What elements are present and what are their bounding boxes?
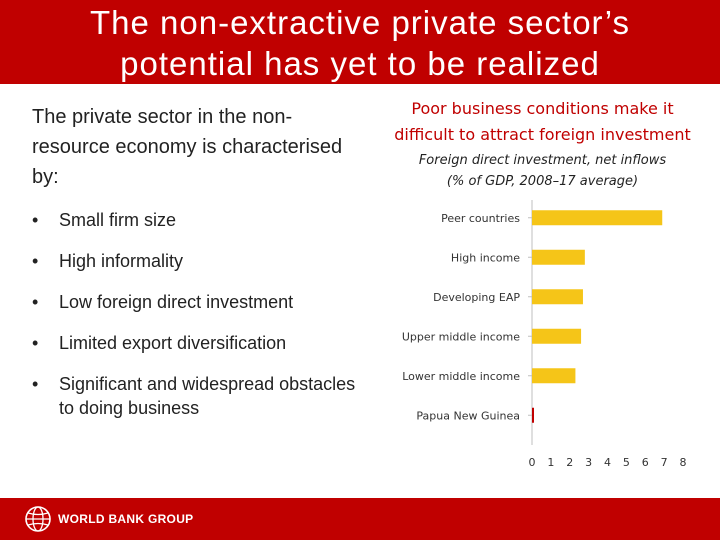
bullet-text: Limited export diversification (59, 333, 287, 353)
x-tick-label: 6 (642, 456, 649, 469)
chart-subtitle-line-1: Foreign direct investment, net inflows (418, 153, 667, 168)
bar (532, 289, 583, 305)
x-tick-label: 0 (529, 456, 536, 469)
bullet-item: • Limited export diversification (32, 331, 362, 355)
chart-heading: Poor business conditions make it difficu… (370, 96, 715, 148)
x-tick-label: 7 (661, 456, 668, 469)
x-tick-label: 2 (566, 456, 573, 469)
x-tick-label: 3 (585, 456, 592, 469)
bullet-text: Low foreign direct investment (59, 292, 294, 312)
bullet-dot: • (32, 210, 39, 230)
bullet-text: Small firm size (59, 210, 177, 230)
category-label: Peer countries (441, 212, 520, 225)
bullet-dot: • (32, 374, 39, 394)
fdi-bar-chart: Peer countries High income Developing EAP U… (402, 200, 687, 469)
bar (532, 407, 534, 423)
footer-bar: WORLD BANK GROUP (0, 498, 720, 540)
world-bank-logo: WORLD BANK GROUP (24, 504, 193, 534)
intro-text: The private sector in the non-resource e… (32, 106, 343, 188)
slide-title-line-1: The non-extractive private sector’s (89, 4, 630, 41)
slide-title-line-2: potential has yet to be realized (120, 45, 600, 82)
chart-header: Poor business conditions make it difficu… (370, 96, 715, 192)
category-label: Developing EAP (433, 291, 520, 304)
bullet-text: High informality (59, 251, 184, 271)
bar (532, 249, 585, 265)
bullet-item: • Low foreign direct investment (32, 290, 362, 314)
bar (532, 368, 576, 384)
x-tick-label: 4 (604, 456, 611, 469)
bullet-dot: • (32, 251, 39, 271)
left-column: The private sector in the non-resource e… (32, 102, 362, 437)
bullet-list: • Small firm size • High informality • Low … (32, 208, 362, 420)
bullet-item: • High informality (32, 249, 362, 273)
chart-subtitle-line-2: (% of GDP, 2008–17 average) (446, 174, 639, 189)
category-label: Papua New Guinea (416, 409, 520, 422)
bullet-item: • Significant and widespread obstacles to… (32, 372, 362, 420)
bullet-dot: • (32, 333, 39, 353)
category-label: Lower middle income (402, 370, 520, 383)
slide-title: The non-extractive private sector’s pote… (0, 0, 720, 84)
globe-icon (25, 506, 51, 532)
bar (532, 328, 582, 344)
x-tick-label: 1 (547, 456, 554, 469)
bar (532, 210, 663, 226)
chart-subtitle: Foreign direct investment, net inflows (… (370, 150, 715, 192)
bullet-text: Significant and widespread obstacles to … (59, 374, 356, 418)
category-label: High income (451, 251, 520, 264)
chart-heading-line-2: difficult to attract foreign investment (394, 125, 691, 144)
bullet-dot: • (32, 292, 39, 312)
x-tick-label: 8 (680, 456, 687, 469)
category-label: Upper middle income (402, 330, 520, 343)
bullet-item: • Small firm size (32, 208, 362, 232)
chart-heading-line-1: Poor business conditions make it (411, 99, 674, 118)
logo-text: WORLD BANK GROUP (58, 512, 194, 526)
x-tick-label: 5 (623, 456, 630, 469)
